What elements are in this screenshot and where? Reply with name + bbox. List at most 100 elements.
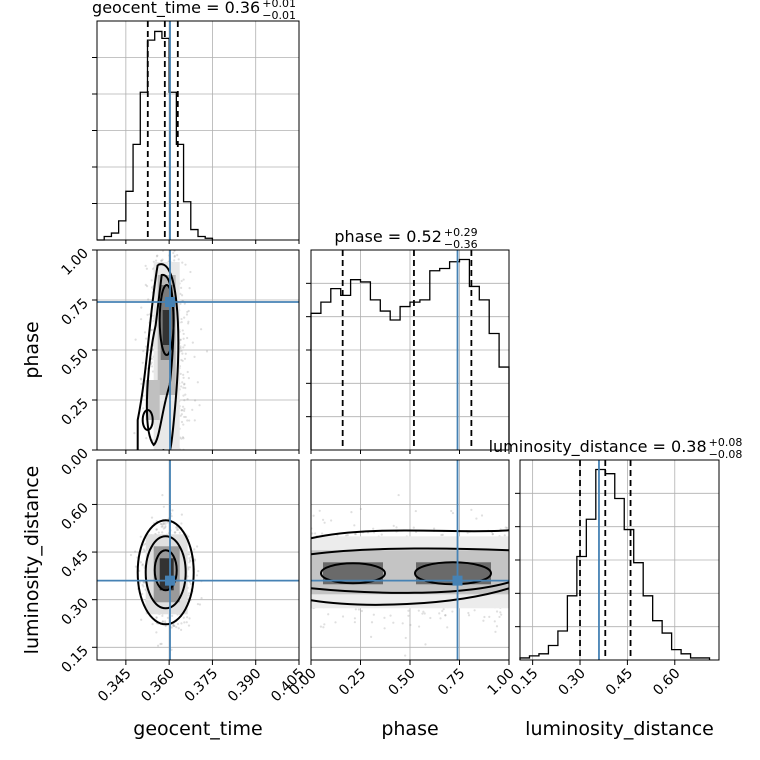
- sample-point: [334, 621, 337, 624]
- sample-point: [173, 531, 176, 534]
- sample-point: [183, 409, 186, 412]
- sample-point: [193, 558, 197, 561]
- sample-point: [175, 626, 178, 629]
- sample-point: [470, 508, 473, 511]
- sample-point: [422, 610, 425, 613]
- sample-point: [498, 615, 501, 619]
- sample-point: [162, 522, 166, 526]
- sample-point: [182, 278, 185, 281]
- axis-label-x-geocent_time: geocent_time: [133, 718, 262, 740]
- sample-point: [200, 596, 203, 600]
- sample-point: [157, 464, 159, 466]
- tick-label-x: 0.30: [555, 666, 588, 699]
- sample-point: [157, 531, 160, 534]
- sample-point: [181, 359, 184, 362]
- sample-point: [191, 341, 194, 344]
- sample-point: [327, 613, 330, 616]
- title-text: luminosity_distance = 0.38: [489, 437, 707, 457]
- sample-point: [179, 347, 182, 350]
- sample-point: [170, 626, 173, 629]
- sample-point: [171, 241, 173, 243]
- sample-point: [353, 621, 356, 624]
- sample-point: [184, 415, 187, 419]
- sample-point: [146, 313, 149, 316]
- tick-label-y: 0.75: [58, 296, 91, 329]
- sample-point: [146, 468, 148, 470]
- sample-point: [186, 616, 189, 619]
- sample-point: [150, 279, 153, 282]
- sample-point: [164, 522, 167, 525]
- sample-point: [154, 229, 156, 231]
- sample-point: [440, 533, 443, 537]
- sample-point: [183, 399, 186, 402]
- sample-point: [179, 372, 182, 375]
- sample-point: [182, 346, 185, 349]
- sample-point: [138, 581, 141, 584]
- density-phase-distance: [311, 493, 509, 657]
- sample-point: [174, 531, 177, 534]
- density-block: [162, 310, 171, 345]
- title-plus: +0.01: [262, 0, 296, 10]
- sample-point: [141, 563, 144, 566]
- sample-point: [182, 337, 185, 340]
- sample-point: [139, 377, 142, 380]
- sample-point: [134, 565, 137, 568]
- panel-title-phase: phase = 0.52 +0.29−0.36: [334, 226, 477, 251]
- sample-point: [495, 610, 499, 613]
- sample-point: [504, 526, 507, 529]
- sample-point: [161, 531, 164, 534]
- tick-label-x: 0.360: [138, 666, 178, 706]
- sample-point: [150, 361, 153, 364]
- reference-lines-layer: [97, 21, 632, 660]
- title-minus: −0.08: [709, 448, 743, 461]
- sample-point: [446, 626, 449, 629]
- sample-point: [467, 611, 470, 615]
- title-plus: +0.08: [709, 436, 743, 449]
- sample-point: [483, 615, 486, 619]
- sample-point: [143, 331, 147, 334]
- sample-point: [193, 399, 197, 402]
- sample-point: [184, 263, 187, 266]
- sample-point: [188, 561, 191, 564]
- sample-point: [187, 377, 190, 380]
- sample-point: [359, 507, 362, 511]
- sample-point: [143, 478, 145, 480]
- sample-point: [164, 624, 167, 628]
- sample-point: [164, 525, 167, 528]
- sample-point: [179, 292, 182, 295]
- sample-point: [180, 513, 183, 516]
- sample-point: [140, 378, 143, 381]
- tick-label-x: 0.375: [182, 666, 222, 706]
- sample-point: [196, 545, 199, 548]
- tick-label-x: 0.75: [435, 666, 468, 699]
- title-text: geocent_time = 0.36: [92, 0, 260, 18]
- sample-point: [191, 408, 194, 411]
- sample-point: [142, 548, 145, 551]
- sample-point: [321, 532, 324, 535]
- histogram-geocent_time: [97, 30, 214, 241]
- sample-point: [145, 437, 148, 440]
- sample-point: [188, 287, 191, 290]
- sample-point: [155, 255, 159, 258]
- sample-point: [188, 566, 192, 569]
- sample-point: [182, 616, 185, 619]
- sample-point: [177, 454, 179, 456]
- sample-point: [163, 620, 167, 623]
- tick-label-y: 0.50: [58, 346, 91, 379]
- sample-point: [188, 419, 191, 422]
- density-layer: [129, 229, 509, 657]
- sample-point: [491, 532, 494, 536]
- sample-point: [438, 612, 441, 615]
- density-block: [416, 562, 491, 585]
- sample-point: [198, 603, 202, 606]
- sample-point: [181, 261, 184, 264]
- sample-point: [180, 522, 183, 525]
- sample-point: [172, 624, 175, 627]
- sample-point: [141, 583, 144, 587]
- sample-point: [353, 532, 357, 536]
- sample-point: [165, 473, 167, 475]
- sample-point: [177, 258, 180, 261]
- sample-point: [354, 533, 358, 536]
- sample-point: [183, 621, 186, 624]
- sample-point: [156, 254, 159, 257]
